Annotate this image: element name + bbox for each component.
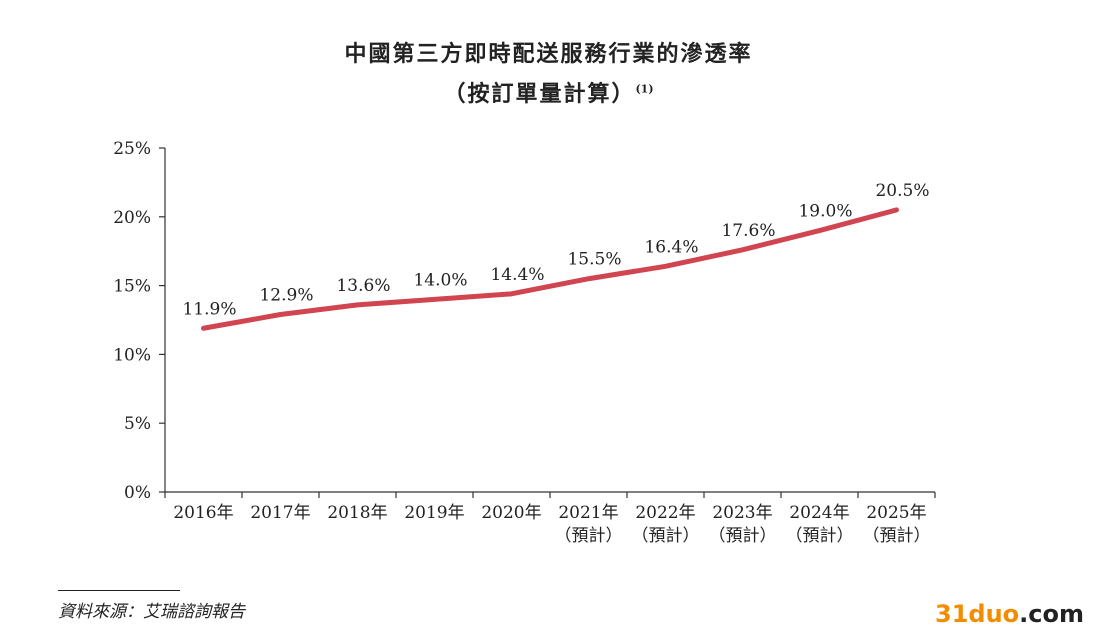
y-tick-label: 10% <box>113 345 151 365</box>
x-tick-label: 2022年 <box>635 503 695 523</box>
x-tick-sublabel: （預計） <box>709 526 777 546</box>
x-tick-label: 2019年 <box>404 503 464 523</box>
x-tick-sublabel: （預計） <box>863 526 931 546</box>
watermark-part1: 31duo <box>935 600 1020 628</box>
data-label: 11.9% <box>182 299 236 319</box>
x-tick-label: 2021年 <box>558 503 618 523</box>
x-tick-label: 2018年 <box>327 503 387 523</box>
data-label: 16.4% <box>644 237 698 257</box>
x-tick-label: 2025年 <box>866 503 926 523</box>
chart-title-line2-text: （按訂單量計算） <box>443 82 636 107</box>
data-label: 17.6% <box>721 221 775 241</box>
y-tick-label: 5% <box>124 414 151 434</box>
data-label: 14.0% <box>413 270 467 290</box>
x-tick-sublabel: （預計） <box>786 526 854 546</box>
y-tick-label: 20% <box>113 208 151 228</box>
data-label: 14.4% <box>490 265 544 285</box>
x-tick-sublabel: （預計） <box>555 526 623 546</box>
x-tick-label: 2023年 <box>712 503 772 523</box>
data-label: 12.9% <box>259 285 313 305</box>
y-tick-label: 15% <box>113 277 151 297</box>
data-label: 13.6% <box>336 276 390 296</box>
y-tick-label: 0% <box>124 483 151 503</box>
x-tick-sublabel: （預計） <box>632 526 700 546</box>
watermark-logo: 31duo.com <box>935 600 1084 628</box>
x-tick-label: 2016年 <box>173 503 233 523</box>
x-tick-label: 2020年 <box>481 503 541 523</box>
chart-title-line2: （按訂單量計算）(1) <box>0 76 1097 108</box>
data-label: 19.0% <box>798 202 852 222</box>
series-line <box>201 207 899 331</box>
data-label: 20.5% <box>875 181 929 201</box>
x-tick-label: 2017年 <box>250 503 310 523</box>
chart-title-line1: 中國第三方即時配送服務行業的滲透率 <box>344 42 753 67</box>
line-chart: 0% 5% 10% 15% 20% 25% 2016年 2017年 2018年 2019年 2020… <box>113 139 936 546</box>
source-divider <box>58 590 180 591</box>
x-tick-label: 2024年 <box>789 503 849 523</box>
data-label: 15.5% <box>567 250 621 270</box>
y-tick-label: 25% <box>113 139 151 159</box>
source-note: 資料來源：艾瑞諮詢報告 <box>58 602 245 622</box>
title-footnote-marker: (1) <box>635 82 654 96</box>
watermark-part2: .com <box>1019 600 1084 628</box>
